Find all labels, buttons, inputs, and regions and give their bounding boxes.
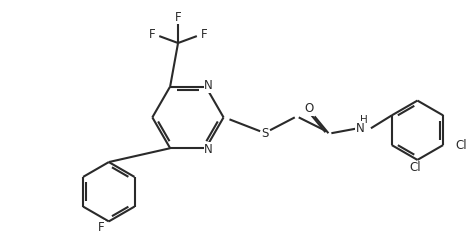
Text: F: F: [175, 11, 181, 24]
Text: F: F: [98, 221, 104, 234]
Text: Cl: Cl: [455, 139, 467, 152]
Text: S: S: [262, 127, 269, 140]
Text: F: F: [200, 28, 207, 41]
Text: N: N: [205, 79, 213, 92]
Text: Cl: Cl: [410, 161, 421, 174]
Text: F: F: [149, 28, 156, 41]
Text: H: H: [360, 115, 368, 125]
Text: N: N: [356, 122, 364, 135]
Text: N: N: [205, 143, 213, 156]
Text: O: O: [304, 102, 313, 115]
